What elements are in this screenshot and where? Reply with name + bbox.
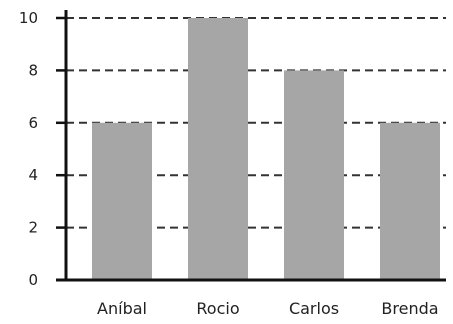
x-tick-label: Aníbal [97,299,147,318]
x-tick-labels: Aníbal Rocio Carlos Brenda [97,299,439,318]
axes [56,10,446,282]
bar-3 [380,122,440,280]
y-tick-label: 2 [28,219,38,237]
y-tick-labels: 0 2 4 6 8 10 [19,9,66,289]
y-tick-label: 10 [19,9,38,27]
x-tick-label: Carlos [289,299,339,318]
y-tick-label: 6 [28,114,38,132]
bar-0 [92,122,152,280]
y-tick-label: 4 [28,166,38,184]
y-tick-label: 0 [28,271,38,289]
x-tick-label: Brenda [381,299,438,318]
bar-2 [284,70,344,281]
bar-1 [188,18,248,280]
x-tick-label: Rocio [196,299,239,318]
y-tick-label: 8 [28,61,38,79]
bars [92,18,440,281]
